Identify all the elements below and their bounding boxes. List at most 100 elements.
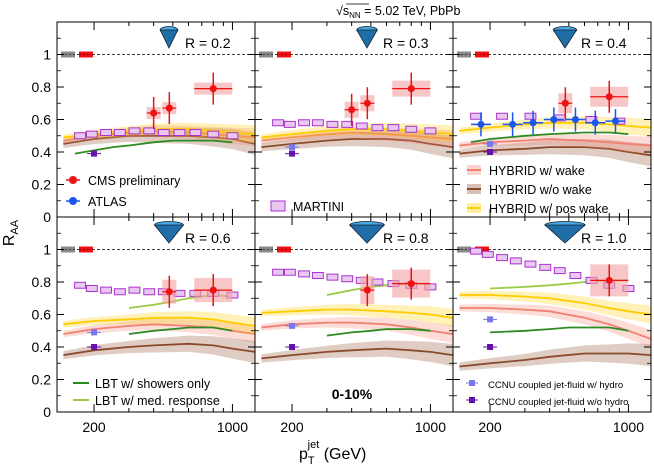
r-label: R = 0.8 (383, 230, 429, 246)
legend-item-atlas: ATLAS (66, 195, 127, 209)
x-axis-label-main: p (299, 446, 308, 463)
x-axis-label-unit: (GeV) (319, 446, 366, 463)
legend-label: LBT w/ med. response (95, 394, 220, 408)
x-axis-label: pTjet (GeV) (299, 439, 366, 467)
x-tick-label: 200 (82, 419, 106, 435)
martini-point (524, 112, 537, 120)
ccnu-wo-hydro-point (487, 149, 494, 155)
ccnu-hydro-point (487, 140, 494, 147)
x-axis-label-sub: T (308, 455, 315, 467)
martini-point (311, 272, 324, 279)
hybrid-pos-wake-line (459, 121, 651, 132)
ccnu-wo-hydro-point (487, 344, 494, 350)
martini-point (113, 288, 126, 296)
legend-item-ccnu_wo_hydro: CCNU coupled jet-fluid w/o hydro (466, 397, 628, 408)
hybrid-pos-wake-band (261, 122, 453, 144)
martini-point (100, 129, 113, 136)
atlas-point (509, 120, 517, 128)
martini-point (100, 286, 113, 294)
lumi-uncertainty-box (457, 246, 471, 253)
legend-label: HYBRID w/o wake (489, 183, 592, 197)
martini-point (207, 130, 220, 138)
y-axis-label: RAA (1, 219, 21, 246)
ccnu-wo-hydro-point (91, 344, 98, 350)
r-label: R = 0.6 (185, 230, 231, 246)
legend-label: LBT w/ showers only (95, 377, 211, 391)
header-rest: = 5.02 TeV, PbPb (361, 4, 461, 18)
y-tick-label: 0.8 (32, 274, 52, 290)
legend-label: CCNU coupled jet-fluid w/ hydro (488, 380, 623, 391)
hybrid-pos-wake-band (459, 290, 651, 324)
taa-uncertainty-box (79, 51, 93, 58)
hybrid-wo-wake-line (63, 342, 255, 356)
martini-point (85, 285, 98, 292)
x-tick-label: 1000 (217, 419, 248, 435)
legend-label: HYBRID w/ wake (489, 164, 585, 178)
hybrid-wo-wake-line (459, 352, 651, 368)
hybrid-pos-wake-band (459, 116, 651, 137)
martini-point (470, 112, 483, 120)
x-tick-label: 200 (478, 419, 502, 435)
atlas-point (571, 116, 579, 123)
hybrid-wake-band (63, 318, 255, 343)
y-tick-label: 0 (43, 209, 51, 225)
cone-icon (356, 26, 378, 49)
y-tick-label: 0.2 (32, 372, 52, 388)
martini-point (569, 272, 582, 279)
hybrid-pos-wake-line (459, 294, 651, 316)
martini-point (283, 268, 296, 276)
panel-plot-area (57, 246, 255, 364)
atlas-point (477, 120, 485, 128)
legend-item-cms: CMS preliminary (66, 174, 181, 188)
legend-label: ATLAS (88, 195, 127, 209)
lbt-showers-line (128, 326, 233, 335)
hybrid-wake-band (459, 133, 651, 155)
cms-point (150, 109, 158, 117)
cms-point (561, 99, 569, 107)
martini-point (481, 250, 494, 258)
y-tick-label: 0.6 (32, 112, 52, 128)
panel-1: 0 0.2 0.4 0.6 0.8 1 R = 0.2 (32, 21, 256, 225)
y-tick-label: 1 (43, 242, 51, 258)
x-axis-label-sup: jet (307, 439, 320, 451)
y-tick-label: 0.4 (32, 339, 52, 355)
x-tick-label: 1000 (415, 419, 446, 435)
panel-2: R = 0.3 (254, 21, 454, 218)
martini-point (341, 275, 354, 283)
cms-point (165, 288, 173, 296)
martini-point (272, 119, 285, 127)
atlas-point (529, 119, 537, 127)
ccnu-wo-hydro-point (289, 150, 296, 157)
cms-point (348, 106, 356, 114)
panel-frame (254, 21, 454, 218)
hybrid-wo-wake-band (459, 139, 651, 167)
legend-square (469, 380, 475, 386)
cms-point (407, 85, 415, 93)
cone-icon-body (153, 224, 185, 244)
hybrid-wo-wake-band (261, 130, 453, 159)
ccnu-hydro-point (289, 144, 296, 151)
martini-point (173, 129, 186, 136)
hybrid-pos-wake-line (63, 316, 255, 327)
cone-icon (153, 221, 185, 244)
panel-plot-area (255, 51, 453, 159)
atlas-point (591, 119, 599, 127)
martini-point (157, 129, 170, 136)
y-tick-label: 0.6 (32, 307, 52, 323)
legend-item-hybrid_wake: HYBRID w/ wake (467, 164, 585, 178)
martini-point (298, 270, 311, 278)
legend-marker (69, 197, 77, 205)
cone-icon (552, 26, 578, 49)
martini-point (326, 273, 339, 281)
panel-plot-area (453, 246, 651, 371)
legend-label: CMS preliminary (88, 174, 181, 188)
x-tick-label: 200 (280, 419, 304, 435)
martini-point (311, 119, 324, 127)
panels: 00.20.40.60.81R = 0.2 R = 0.3 R = 0.400.20… (32, 21, 652, 435)
martini-point (326, 120, 339, 128)
martini-point (539, 263, 552, 271)
panel-plot-area (57, 51, 255, 157)
cms-point (165, 104, 173, 112)
panel-6: 200 1000 R = 1.0 (452, 216, 652, 435)
